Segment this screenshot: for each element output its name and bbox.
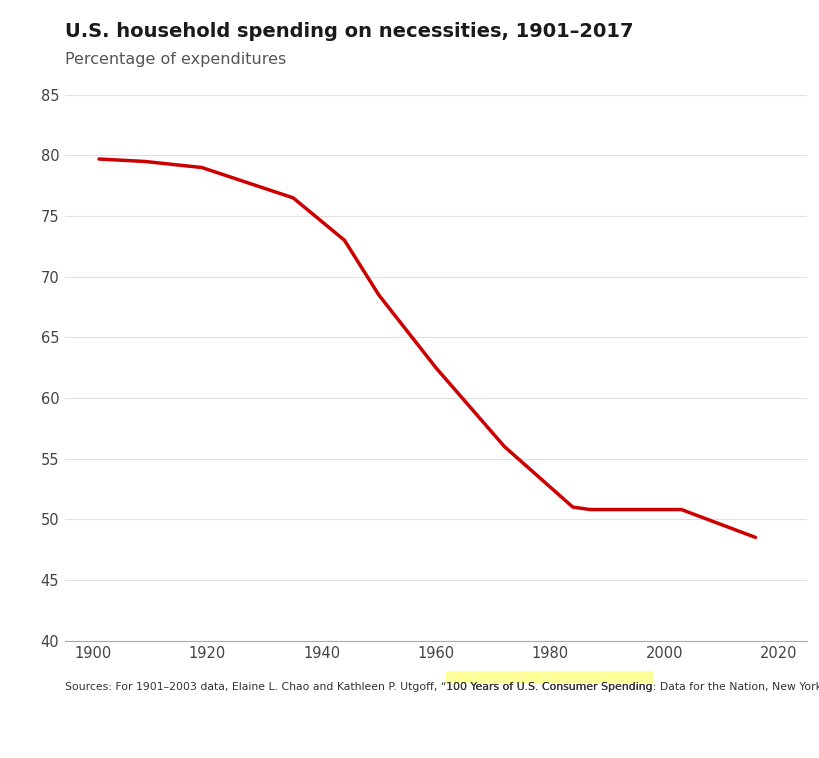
Text: 100 Years of U.S. Consumer Spending: 100 Years of U.S. Consumer Spending — [65, 682, 271, 692]
Text: A: A — [65, 682, 72, 692]
Text: Percentage of expenditures: Percentage of expenditures — [65, 52, 286, 67]
Text: Sources: For 1901–2003 data, Elaine L. Chao and Kathleen P. Utgoff, “: Sources: For 1901–2003 data, Elaine L. C… — [65, 682, 446, 692]
Text: 100 Years of U.S. Consumer Spending: 100 Years of U.S. Consumer Spending — [446, 682, 652, 692]
Text: Sources: For 1901–2003 data, Elaine L. Chao and Kathleen P. Utgoff, “100 Years o: Sources: For 1901–2003 data, Elaine L. C… — [65, 682, 819, 692]
Text: U.S. household spending on necessities, 1901–2017: U.S. household spending on necessities, … — [65, 22, 632, 41]
